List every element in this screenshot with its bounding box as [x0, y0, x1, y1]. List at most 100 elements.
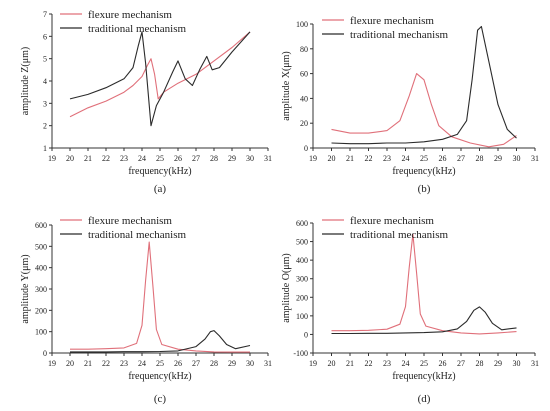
x-tick-label: 29: [494, 154, 502, 163]
y-axis-label: amplitude O(μm): [281, 253, 292, 323]
x-tick-label: 26: [439, 154, 447, 163]
legend-label-traditional: traditional mechanism: [88, 229, 186, 241]
x-tick-label: 28: [210, 359, 218, 368]
x-tick-label: 27: [457, 359, 465, 368]
series-line-flexure: [70, 241, 250, 353]
legend-label-flexure: flexure mechanism: [350, 15, 434, 27]
y-tick-label: 400: [296, 256, 308, 265]
x-tick-label: 23: [120, 359, 128, 368]
x-tick-label: 24: [138, 154, 146, 163]
x-tick-label: 25: [420, 359, 428, 368]
y-tick-label: 40: [300, 94, 308, 103]
x-tick-label: 19: [309, 154, 317, 163]
x-tick-label: 29: [228, 359, 236, 368]
panel-caption: (b): [418, 183, 431, 195]
series-line-traditional: [331, 306, 517, 335]
x-tick-label: 23: [383, 154, 391, 163]
chart-c: 19 20 21 22 23 24 25 26 27 28 29 30 31 0 100 200 300 400 5…: [20, 215, 272, 405]
x-tick-label: 19: [309, 359, 317, 368]
y-tick-label: 0: [304, 330, 308, 339]
chart-b: 19 20 21 22 23 24 25 26 27 28 29 30 31 0 20 40 60 80 100 fr…: [281, 15, 539, 195]
y-tick-label: 300: [35, 285, 47, 294]
series-line-traditional: [69, 31, 251, 127]
x-tick-label: 20: [328, 154, 336, 163]
y-tick-label: 500: [296, 238, 308, 247]
x-tick-label: 20: [328, 359, 336, 368]
y-tick-label: 300: [296, 275, 308, 284]
y-tick-label: 0: [304, 144, 308, 153]
y-tick-label: 2: [43, 122, 47, 131]
y-tick-label: 20: [300, 119, 308, 128]
x-tick-label: 28: [210, 154, 218, 163]
x-tick-label: 19: [48, 154, 56, 163]
series-line-flexure: [331, 233, 517, 335]
y-tick-label: 6: [43, 32, 47, 41]
y-axis-label: amplitude X(μm): [281, 51, 292, 121]
x-tick-label: 31: [531, 154, 539, 163]
x-tick-label: 28: [476, 359, 484, 368]
y-axis-label: amplitude Y(μm): [20, 254, 31, 323]
x-tick-label: 25: [156, 359, 164, 368]
x-tick-label: 27: [192, 359, 200, 368]
x-tick-label: 30: [513, 359, 521, 368]
x-tick-label: 30: [513, 154, 521, 163]
panel-caption: (d): [418, 393, 431, 405]
legend-label-traditional: traditional mechanism: [88, 23, 186, 35]
x-tick-label: 24: [138, 359, 146, 368]
x-tick-label: 26: [174, 359, 182, 368]
chart-a: 19 20 21 22 23 24 25 26 27 28 29 30 311234567frequen…: [20, 9, 272, 195]
x-tick-label: 21: [84, 154, 92, 163]
legend-label-flexure: flexure mechanism: [88, 9, 172, 21]
x-tick-label: 25: [420, 154, 428, 163]
x-tick-label: 28: [476, 154, 484, 163]
chart-d: 19 20 21 22 23 24 25 26 27 28 29 30 31 -100 0 100 200 300…: [281, 215, 539, 405]
y-axis-label: amplitude Z(μm): [20, 47, 31, 115]
y-tick-label: 80: [300, 45, 308, 54]
y-tick-label: 60: [300, 70, 308, 79]
series-line-traditional: [331, 25, 517, 145]
y-tick-label: 100: [35, 328, 47, 337]
y-tick-label: -100: [293, 349, 308, 358]
y-tick-label: 500: [35, 242, 47, 251]
x-tick-label: 27: [457, 154, 465, 163]
legend-label-traditional: traditional mechanism: [350, 229, 448, 241]
panel-caption: (c): [154, 393, 167, 405]
x-tick-label: 29: [228, 154, 236, 163]
series-line-flexure: [69, 31, 251, 118]
x-tick-label: 22: [365, 154, 373, 163]
x-tick-label: 22: [102, 154, 110, 163]
x-tick-label: 30: [246, 359, 254, 368]
y-tick-label: 600: [296, 219, 308, 228]
y-tick-label: 100: [296, 20, 308, 29]
y-tick-label: 400: [35, 264, 47, 273]
x-tick-label: 21: [84, 359, 92, 368]
x-tick-label: 23: [120, 154, 128, 163]
x-tick-label: 22: [102, 359, 110, 368]
panel-caption: (a): [154, 183, 167, 195]
x-tick-label: 30: [246, 154, 254, 163]
y-tick-label: 100: [296, 312, 308, 321]
y-tick-label: 5: [43, 55, 47, 64]
x-tick-label: 19: [48, 359, 56, 368]
x-axis-label: frequency(kHz): [128, 166, 191, 177]
x-tick-label: 20: [66, 154, 74, 163]
x-tick-label: 23: [383, 359, 391, 368]
x-tick-label: 27: [192, 154, 200, 163]
legend-label-flexure: flexure mechanism: [88, 215, 172, 227]
x-tick-label: 31: [264, 359, 272, 368]
series-line-traditional: [70, 330, 251, 353]
x-tick-label: 20: [66, 359, 74, 368]
x-tick-label: 21: [346, 154, 354, 163]
y-tick-label: 3: [43, 99, 47, 108]
legend-label-flexure: flexure mechanism: [350, 215, 434, 227]
x-tick-label: 26: [174, 154, 182, 163]
x-tick-label: 24: [402, 359, 410, 368]
x-tick-label: 21: [346, 359, 354, 368]
x-tick-label: 25: [156, 154, 164, 163]
y-tick-label: 4: [43, 77, 47, 86]
series-line-flexure: [331, 73, 517, 148]
y-tick-label: 200: [35, 306, 47, 315]
y-tick-label: 1: [43, 144, 47, 153]
x-axis-label: frequency(kHz): [392, 166, 455, 177]
